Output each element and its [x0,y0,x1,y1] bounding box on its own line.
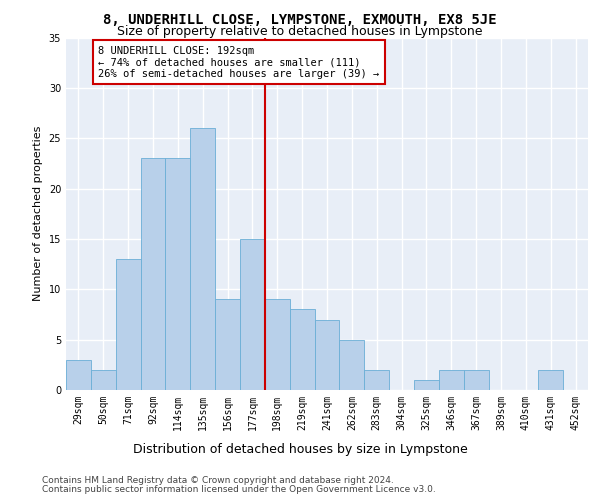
Bar [290,310,314,390]
Bar [215,300,240,390]
Bar [340,340,364,390]
Bar [140,158,166,390]
Bar [66,360,91,390]
Bar [240,239,265,390]
Bar [414,380,439,390]
Bar [91,370,116,390]
Text: 8 UNDERHILL CLOSE: 192sqm
← 74% of detached houses are smaller (111)
26% of semi: 8 UNDERHILL CLOSE: 192sqm ← 74% of detac… [98,46,380,79]
Text: Contains HM Land Registry data © Crown copyright and database right 2024.: Contains HM Land Registry data © Crown c… [42,476,394,485]
Bar [439,370,464,390]
Text: Distribution of detached houses by size in Lympstone: Distribution of detached houses by size … [133,442,467,456]
Text: 8, UNDERHILL CLOSE, LYMPSTONE, EXMOUTH, EX8 5JE: 8, UNDERHILL CLOSE, LYMPSTONE, EXMOUTH, … [103,12,497,26]
Bar [364,370,389,390]
Text: Size of property relative to detached houses in Lympstone: Size of property relative to detached ho… [117,25,483,38]
Bar [314,320,340,390]
Bar [538,370,563,390]
Bar [190,128,215,390]
Bar [464,370,488,390]
Text: Contains public sector information licensed under the Open Government Licence v3: Contains public sector information licen… [42,485,436,494]
Bar [166,158,190,390]
Y-axis label: Number of detached properties: Number of detached properties [33,126,43,302]
Bar [265,300,290,390]
Bar [116,259,140,390]
